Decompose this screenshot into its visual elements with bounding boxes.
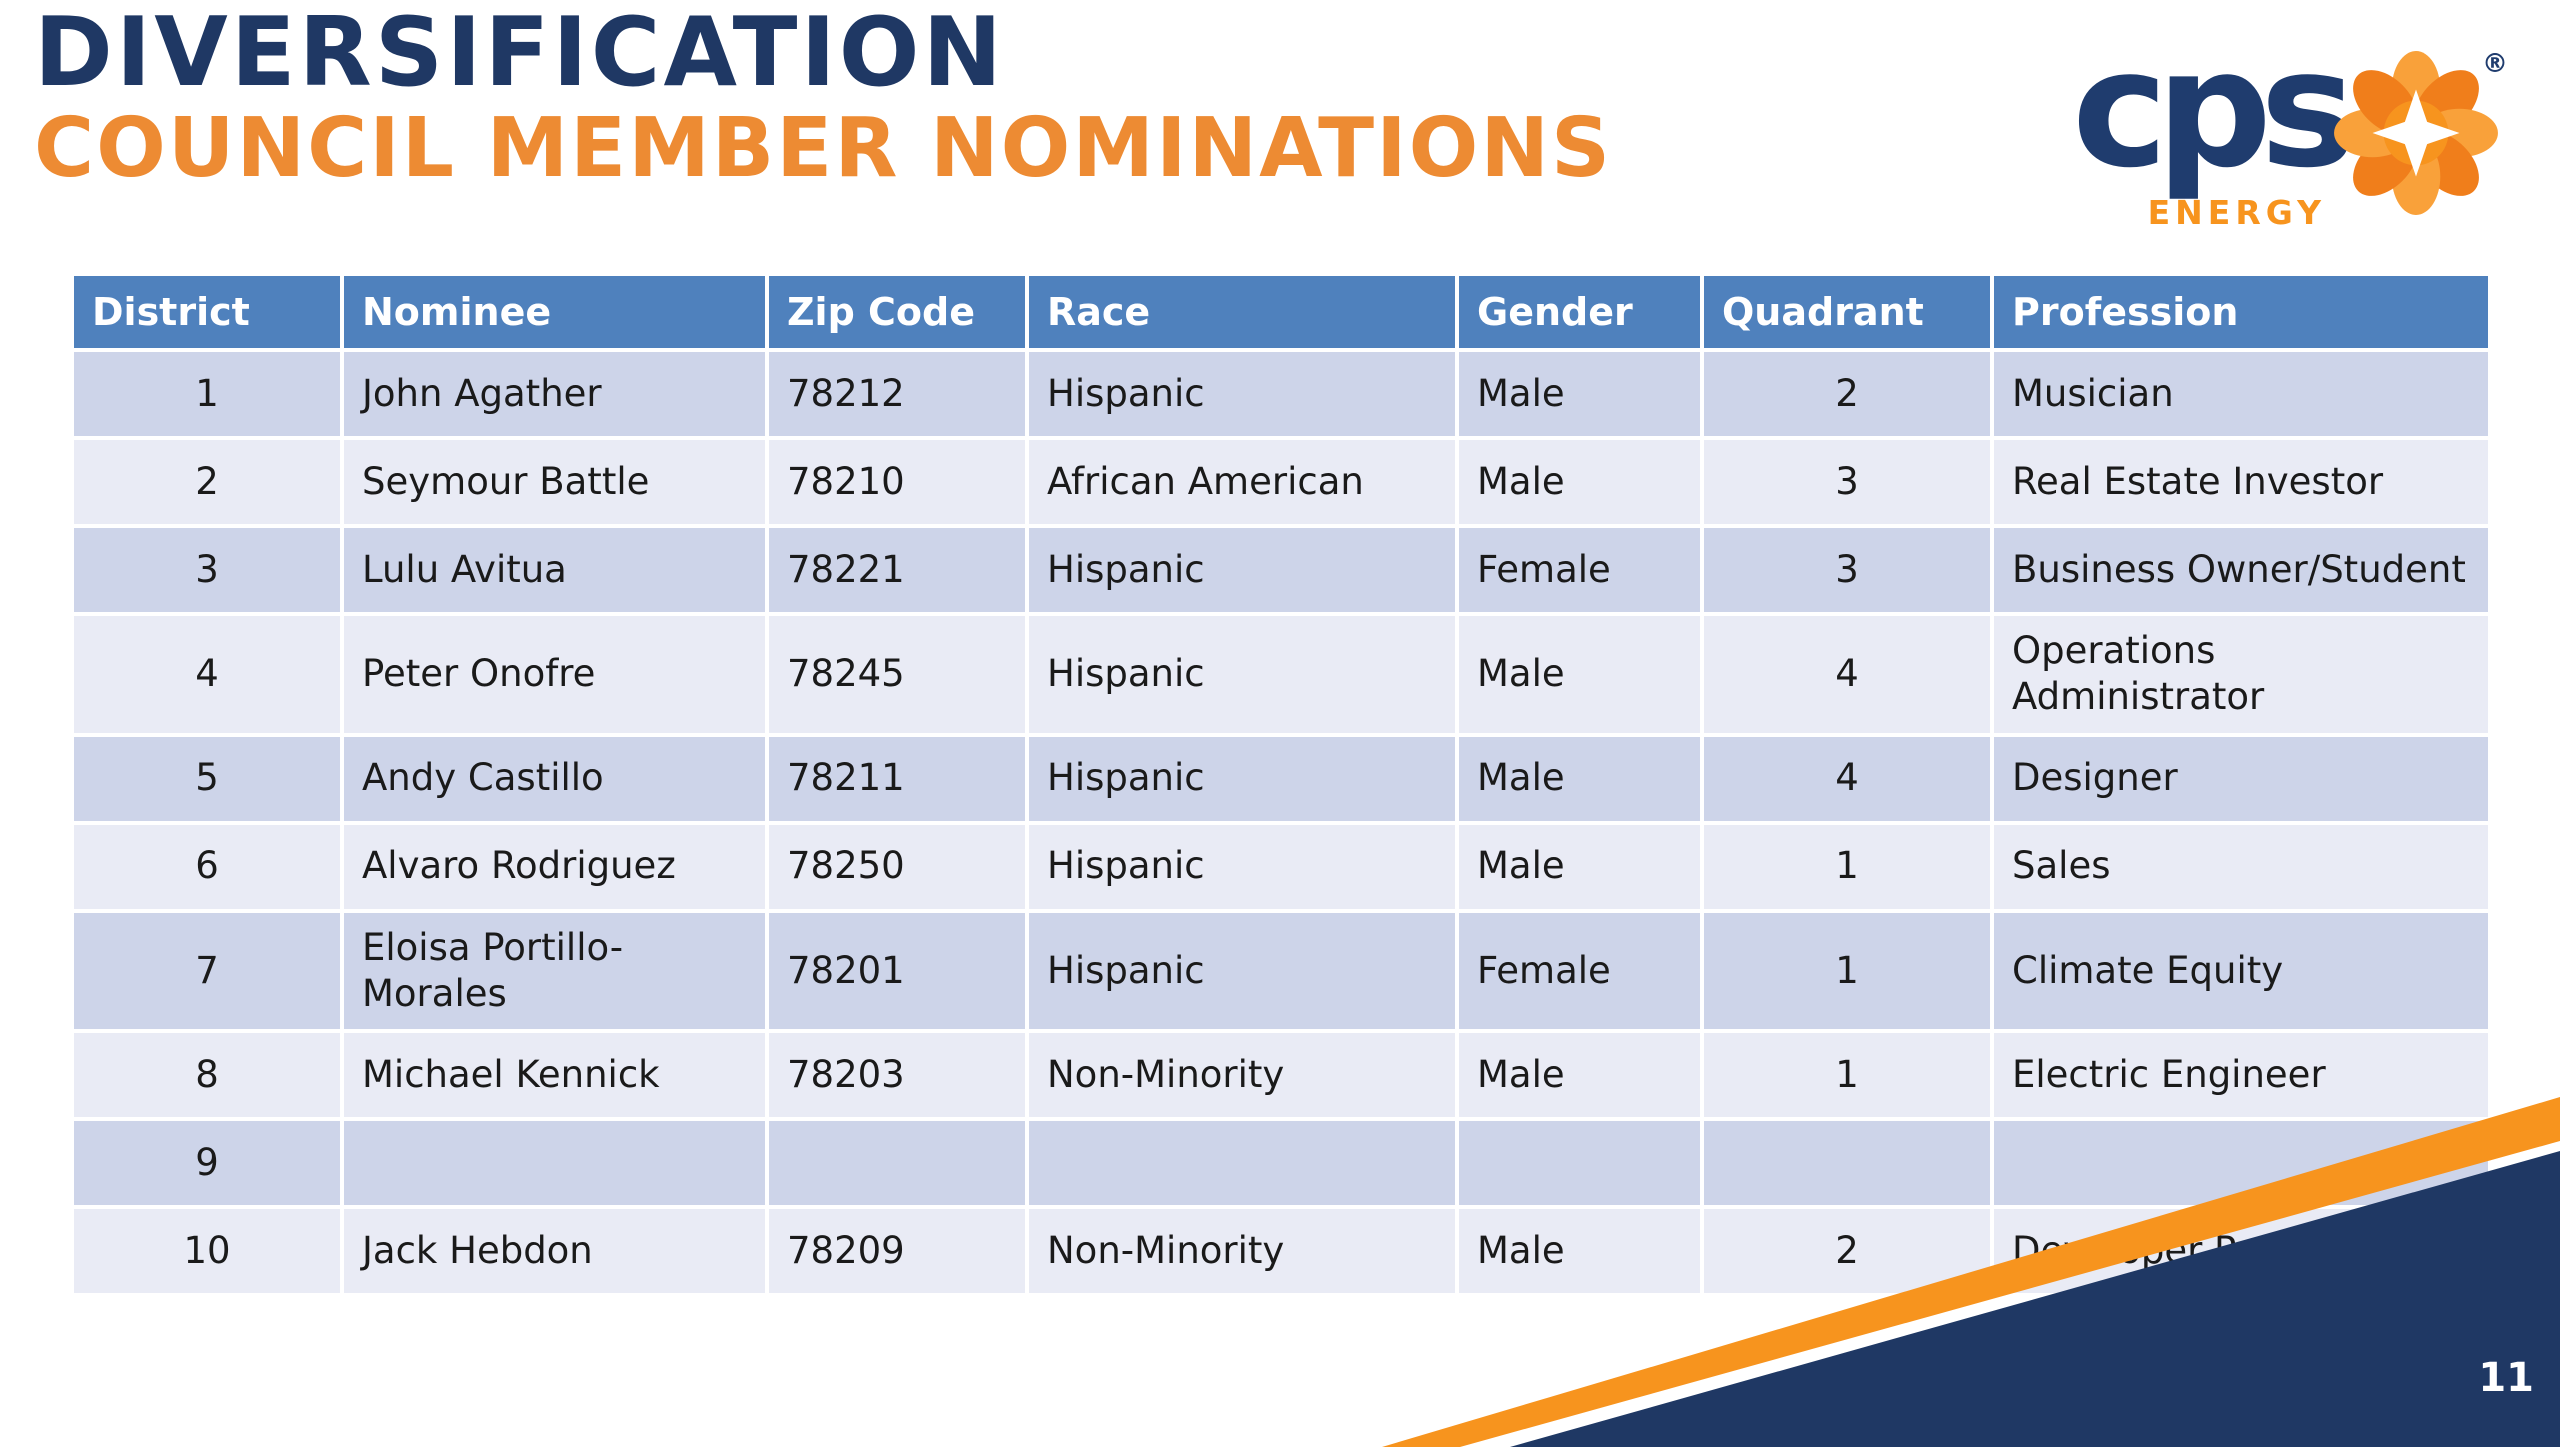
- cell-nominee: Michael Kennick: [340, 1029, 769, 1121]
- page-number: 11: [2478, 1355, 2534, 1401]
- cell-race: Hispanic: [1025, 612, 1459, 737]
- cell-quadrant: 4: [1700, 612, 1994, 737]
- cell-gender: Male: [1455, 820, 1704, 913]
- cell-quadrant: 1: [1700, 908, 1994, 1033]
- table-row: 5 Andy Castillo 78211 Hispanic Male 4 Designer: [70, 732, 2492, 825]
- slide-title: DIVERSIFICATION: [34, 0, 1006, 108]
- cell-zip: 78210: [765, 436, 1029, 528]
- col-header-district: District: [70, 272, 344, 352]
- col-header-quadrant: Quadrant: [1700, 272, 1994, 352]
- cell-zip: 78203: [765, 1029, 1029, 1121]
- col-header-profession: Profession: [1990, 272, 2492, 352]
- table-row: 8 Michael Kennick 78203 Non-Minority Male 1 El…: [70, 1029, 2492, 1121]
- cell-quadrant: 1: [1700, 820, 1994, 913]
- logo-brand-text: cps: [2072, 16, 2356, 204]
- cell-nominee: Seymour Battle: [340, 436, 769, 528]
- cell-nominee: Peter Onofre: [340, 612, 769, 737]
- table-row: 10 Jack Hebdon 78209 Non-Minority Male 2 Devel…: [70, 1205, 2492, 1297]
- cell-nominee: John Agather: [340, 348, 769, 440]
- col-header-race: Race: [1025, 272, 1459, 352]
- table-row: 3 Lulu Avitua 78221 Hispanic Female 3 Business…: [70, 524, 2492, 616]
- cell-profession: Musician: [1990, 348, 2492, 440]
- cell-zip: 78201: [765, 908, 1029, 1033]
- cell-zip: 78250: [765, 820, 1029, 913]
- cell-nominee: [340, 1117, 769, 1209]
- registered-trademark: ®: [2482, 49, 2508, 79]
- cell-district: 7: [70, 908, 344, 1033]
- cell-race: Hispanic: [1025, 348, 1459, 440]
- cell-race: African American: [1025, 436, 1459, 528]
- cell-race: Hispanic: [1025, 732, 1459, 825]
- cell-zip: 78209: [765, 1205, 1029, 1297]
- cps-energy-logo: cps ® ENERGY: [2072, 29, 2508, 245]
- slide-subtitle: COUNCIL MEMBER NOMINATIONS: [34, 101, 1613, 196]
- cell-race: [1025, 1117, 1459, 1209]
- col-header-nominee: Nominee: [340, 272, 769, 352]
- table-row: 4 Peter Onofre 78245 Hispanic Male 4 Operation…: [70, 612, 2492, 737]
- cell-district: 6: [70, 820, 344, 913]
- logo-energy-text: ENERGY: [2147, 193, 2326, 232]
- cell-district: 1: [70, 348, 344, 440]
- cell-zip: 78211: [765, 732, 1029, 825]
- cell-nominee: Eloisa Portillo-Morales: [340, 908, 769, 1033]
- table-row: 2 Seymour Battle 78210 African American Male…: [70, 436, 2492, 528]
- table-row: 1 John Agather 78212 Hispanic Male 2 Musician: [70, 348, 2492, 440]
- cell-quadrant: 4: [1700, 732, 1994, 825]
- cell-nominee: Alvaro Rodriguez: [340, 820, 769, 913]
- cell-quadrant: 3: [1700, 436, 1994, 528]
- col-header-zip-code: Zip Code: [765, 272, 1029, 352]
- cell-zip: [765, 1117, 1029, 1209]
- cell-gender: Male: [1455, 1029, 1704, 1121]
- cell-district: 2: [70, 436, 344, 528]
- cell-quadrant: 3: [1700, 524, 1994, 616]
- cell-gender: Female: [1455, 908, 1704, 1033]
- cell-race: Hispanic: [1025, 524, 1459, 616]
- cell-profession: Business Owner/Student: [1990, 524, 2492, 616]
- table-row: 7 Eloisa Portillo-Morales 78201 Hispanic Fem…: [70, 908, 2492, 1033]
- cell-nominee: Lulu Avitua: [340, 524, 769, 616]
- cell-gender: Male: [1455, 732, 1704, 825]
- cell-zip: 78245: [765, 612, 1029, 737]
- cell-nominee: Andy Castillo: [340, 732, 769, 825]
- cell-profession: Operations Administrator: [1990, 612, 2492, 737]
- cell-district: 10: [70, 1205, 344, 1297]
- cell-profession: Electric Engineer: [1990, 1029, 2492, 1121]
- cell-gender: [1455, 1117, 1704, 1209]
- col-header-gender: Gender: [1455, 272, 1704, 352]
- cell-profession: Climate Equity: [1990, 908, 2492, 1033]
- cell-quadrant: 1: [1700, 1029, 1994, 1121]
- corner-swoosh-decoration: [1382, 1097, 2560, 1447]
- cell-district: 9: [70, 1117, 344, 1209]
- cell-district: 5: [70, 732, 344, 825]
- cell-race: Hispanic: [1025, 820, 1459, 913]
- cell-zip: 78221: [765, 524, 1029, 616]
- cell-zip: 78212: [765, 348, 1029, 440]
- cell-gender: Male: [1455, 1205, 1704, 1297]
- cell-gender: Female: [1455, 524, 1704, 616]
- cell-profession: Designer: [1990, 732, 2492, 825]
- cell-race: Hispanic: [1025, 908, 1459, 1033]
- cell-gender: Male: [1455, 612, 1704, 737]
- cell-profession: Real Estate Investor: [1990, 436, 2492, 528]
- cell-gender: Male: [1455, 348, 1704, 440]
- cell-race: Non-Minority: [1025, 1205, 1459, 1297]
- cell-district: 8: [70, 1029, 344, 1121]
- cell-quadrant: 2: [1700, 348, 1994, 440]
- cell-profession: Sales: [1990, 820, 2492, 913]
- cell-district: 4: [70, 612, 344, 737]
- cell-district: 3: [70, 524, 344, 616]
- cell-nominee: Jack Hebdon: [340, 1205, 769, 1297]
- cell-quadrant: [1700, 1117, 1994, 1209]
- cell-race: Non-Minority: [1025, 1029, 1459, 1121]
- cps-flower-icon: [2334, 51, 2498, 215]
- table-row: 6 Alvaro Rodriguez 78250 Hispanic Male 1 Sales: [70, 820, 2492, 913]
- table-header-row: District Nominee Zip Code Race Gender Qu…: [70, 272, 2492, 352]
- cell-gender: Male: [1455, 436, 1704, 528]
